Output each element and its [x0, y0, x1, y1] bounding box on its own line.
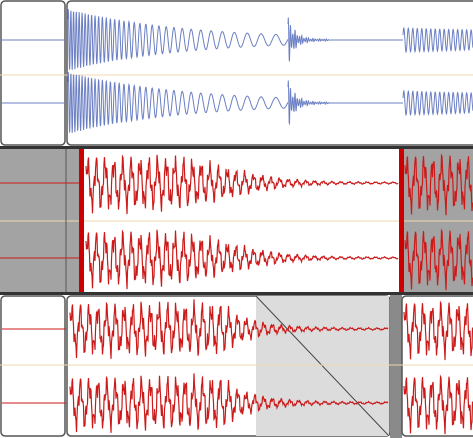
clip-left[interactable] — [0, 295, 66, 437]
waveform — [287, 17, 331, 63]
clip-gap — [390, 295, 402, 438]
waveform — [69, 299, 389, 359]
selection-end[interactable] — [399, 149, 404, 292]
clip-main[interactable] — [66, 0, 473, 146]
track-separator — [0, 292, 473, 295]
waveform — [85, 154, 399, 215]
waveform — [402, 89, 473, 117]
waveforms — [0, 9, 473, 435]
clip-right[interactable] — [401, 295, 473, 437]
waveform — [287, 80, 331, 126]
waveform — [403, 300, 473, 361]
waveform — [403, 374, 473, 435]
waveform — [404, 153, 473, 216]
clip-left[interactable] — [0, 0, 66, 146]
track-separator — [0, 146, 473, 149]
waveform — [404, 228, 473, 291]
track-1 — [0, 0, 473, 147]
waveform — [85, 229, 399, 290]
waveform — [67, 9, 289, 70]
waveform — [402, 26, 473, 54]
selection-start[interactable] — [79, 149, 84, 292]
fade-line — [255, 295, 390, 437]
waveform — [69, 373, 389, 433]
waveform — [67, 72, 289, 133]
